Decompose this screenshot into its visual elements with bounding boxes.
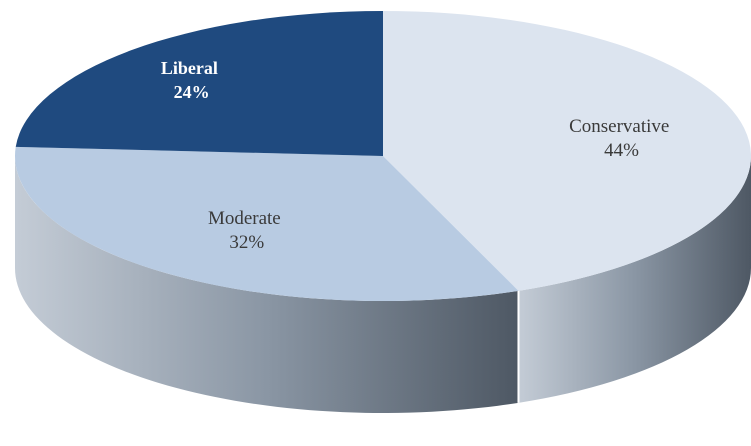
slice-name-moderate: Moderate: [208, 208, 281, 229]
slice-percent-liberal: 24%: [174, 82, 210, 102]
slice-conservative: [383, 11, 751, 291]
slice-name-conservative: Conservative: [569, 116, 669, 137]
pie-label-layer: Conservative 44% Moderate 32% Liberal 24…: [161, 58, 674, 253]
slice-label-liberal: Liberal 24%: [161, 58, 223, 102]
pie-top-layer: [14, 11, 751, 301]
slice-label-conservative: Conservative 44%: [569, 116, 674, 161]
slice-label-moderate: Moderate 32%: [208, 208, 286, 253]
slice-percent-moderate: 32%: [229, 232, 264, 253]
slice-percent-conservative: 44%: [604, 140, 639, 161]
slice-side-moderate: [15, 156, 519, 413]
slice-side-conservative: [518, 156, 751, 403]
slice-moderate: [14, 146, 519, 301]
slice-liberal: [15, 11, 383, 156]
pie-side-layer: [15, 156, 751, 413]
slice-name-liberal: Liberal: [161, 58, 218, 78]
